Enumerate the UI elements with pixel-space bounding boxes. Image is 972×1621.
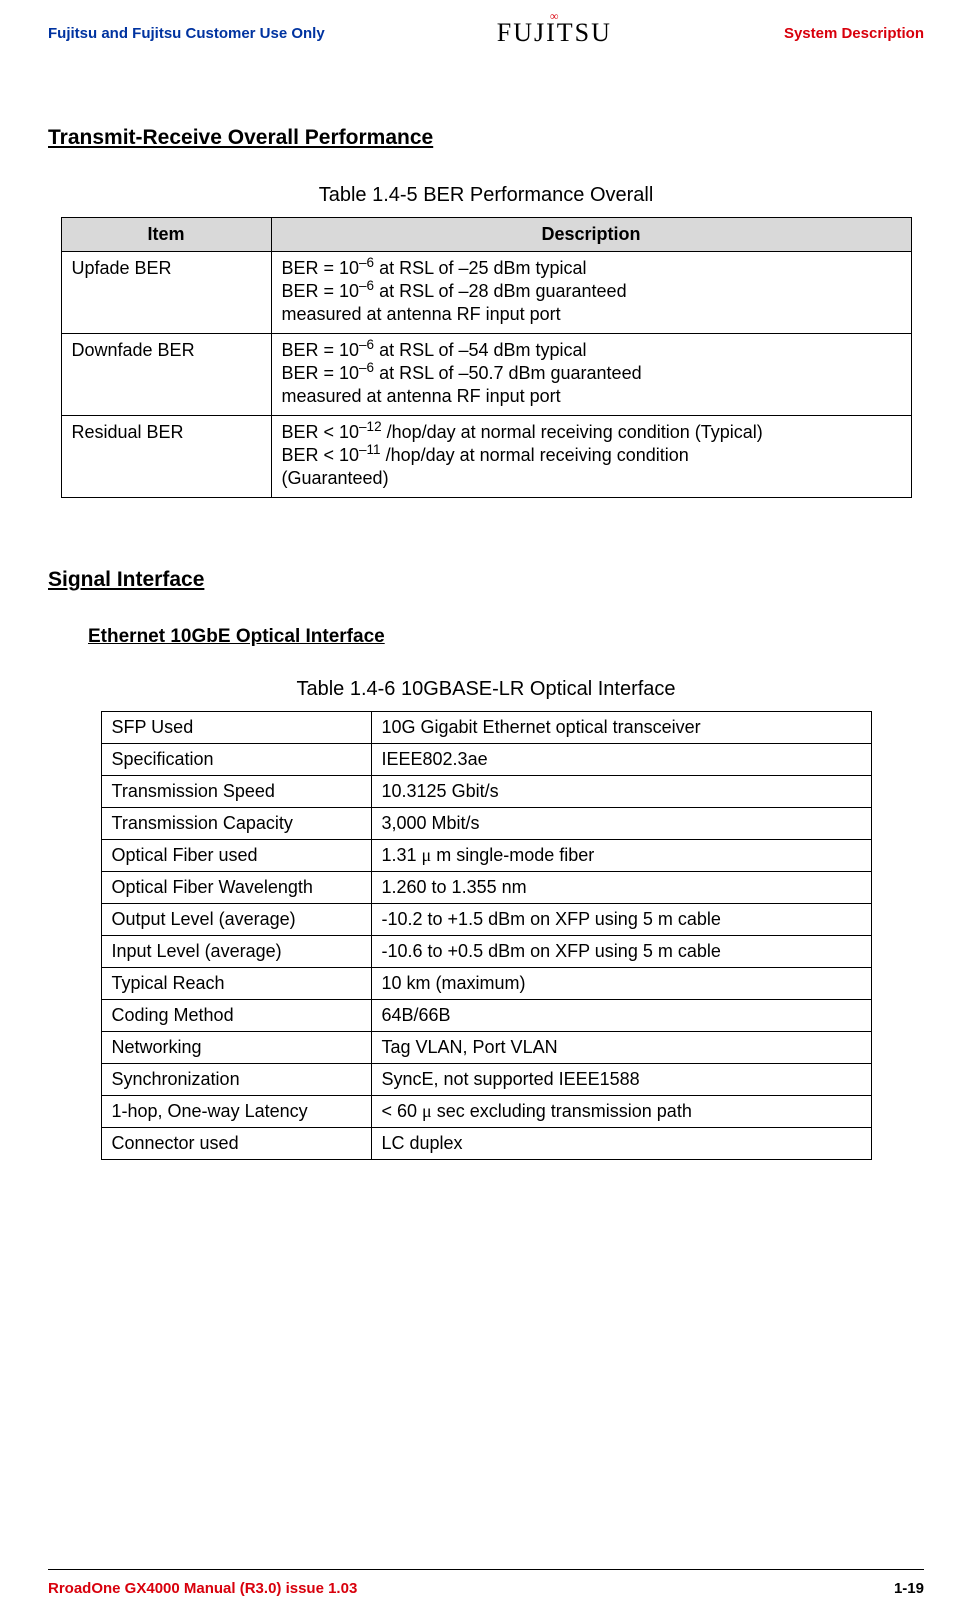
header-section-title: System Description <box>784 25 924 42</box>
cell-key: Transmission Speed <box>101 776 371 808</box>
page-header: Fujitsu and Fujitsu Customer Use Only ∞ … <box>48 18 924 48</box>
text-fragment: at RSL of –25 dBm typical <box>374 258 586 278</box>
page-footer: RroadOne GX4000 Manual (R3.0) issue 1.03… <box>48 1569 924 1597</box>
cell-value: LC duplex <box>371 1128 871 1160</box>
table-row: Input Level (average)-10.6 to +0.5 dBm o… <box>101 936 871 968</box>
cell-value: -10.2 to +1.5 dBm on XFP using 5 m cable <box>371 904 871 936</box>
cell-key: Connector used <box>101 1128 371 1160</box>
table-row: SynchronizationSyncE, not supported IEEE… <box>101 1064 871 1096</box>
cell-item: Downfade BER <box>61 334 271 416</box>
brand-mark-icon: ∞ <box>550 9 559 24</box>
cell-value: 10.3125 Gbit/s <box>371 776 871 808</box>
cell-key: Optical Fiber Wavelength <box>101 872 371 904</box>
text-fragment: BER < 10 <box>282 445 360 465</box>
table-row: NetworkingTag VLAN, Port VLAN <box>101 1032 871 1064</box>
exponent: –11 <box>359 442 381 457</box>
cell-description: BER < 10–12 /hop/day at normal receiving… <box>271 416 911 498</box>
table-row: Optical Fiber used1.31 μ m single-mode f… <box>101 840 871 872</box>
mu-symbol: μ <box>422 1101 432 1121</box>
cell-item: Upfade BER <box>61 252 271 334</box>
text-fragment: 1.31 <box>382 845 422 865</box>
table-row: Transmission Speed10.3125 Gbit/s <box>101 776 871 808</box>
table-row: Optical Fiber Wavelength1.260 to 1.355 n… <box>101 872 871 904</box>
cell-description: BER = 10–6 at RSL of –25 dBm typical BER… <box>271 252 911 334</box>
cell-value: 3,000 Mbit/s <box>371 808 871 840</box>
exponent: –6 <box>359 337 374 352</box>
cell-value: Tag VLAN, Port VLAN <box>371 1032 871 1064</box>
cell-value: SyncE, not supported IEEE1588 <box>371 1064 871 1096</box>
cell-key: Synchronization <box>101 1064 371 1096</box>
th-description: Description <box>271 218 911 252</box>
cell-value: 10 km (maximum) <box>371 968 871 1000</box>
table-row: Output Level (average)-10.2 to +1.5 dBm … <box>101 904 871 936</box>
table-caption-10gbase: Table 1.4-6 10GBASE-LR Optical Interface <box>48 678 924 701</box>
exponent: –6 <box>359 360 374 375</box>
text-fragment: BER = 10 <box>282 363 360 383</box>
text-fragment: measured at antenna RF input port <box>282 304 901 325</box>
footer-page-number: 1-19 <box>894 1580 924 1597</box>
text-fragment: < 60 <box>382 1101 423 1121</box>
cell-key: 1-hop, One-way Latency <box>101 1096 371 1128</box>
cell-value: 1.31 μ m single-mode fiber <box>371 840 871 872</box>
text-fragment: at RSL of –54 dBm typical <box>374 340 586 360</box>
table-row: Residual BER BER < 10–12 /hop/day at nor… <box>61 416 911 498</box>
table-10gbase-lr: SFP Used10G Gigabit Ethernet optical tra… <box>101 711 872 1160</box>
cell-value: 10G Gigabit Ethernet optical transceiver <box>371 712 871 744</box>
header-confidentiality: Fujitsu and Fujitsu Customer Use Only <box>48 25 325 42</box>
text-fragment: sec excluding transmission path <box>432 1101 692 1121</box>
cell-key: Transmission Capacity <box>101 808 371 840</box>
cell-description: BER = 10–6 at RSL of –54 dBm typical BER… <box>271 334 911 416</box>
cell-key: Networking <box>101 1032 371 1064</box>
cell-key: Specification <box>101 744 371 776</box>
cell-value: < 60 μ sec excluding transmission path <box>371 1096 871 1128</box>
text-fragment: (Guaranteed) <box>282 468 901 489</box>
table-caption-ber: Table 1.4-5 BER Performance Overall <box>48 184 924 207</box>
table-row: Downfade BER BER = 10–6 at RSL of –54 dB… <box>61 334 911 416</box>
footer-manual-id: RroadOne GX4000 Manual (R3.0) issue 1.03 <box>48 1580 357 1597</box>
cell-key: SFP Used <box>101 712 371 744</box>
text-fragment: at RSL of –28 dBm guaranteed <box>374 281 627 301</box>
cell-key: Output Level (average) <box>101 904 371 936</box>
cell-value: 1.260 to 1.355 nm <box>371 872 871 904</box>
section-heading-performance: Transmit-Receive Overall Performance <box>48 126 924 150</box>
text-fragment: m single-mode fiber <box>431 845 594 865</box>
exponent: –6 <box>359 278 374 293</box>
exponent: –6 <box>359 255 374 270</box>
cell-value: -10.6 to +0.5 dBm on XFP using 5 m cable <box>371 936 871 968</box>
cell-key: Coding Method <box>101 1000 371 1032</box>
text-fragment: /hop/day at normal receiving condition <box>381 445 689 465</box>
table-ber-performance: Item Description Upfade BER BER = 10–6 a… <box>61 217 912 498</box>
exponent: –12 <box>359 419 382 434</box>
th-item: Item <box>61 218 271 252</box>
text-fragment: measured at antenna RF input port <box>282 386 901 407</box>
text-fragment: BER < 10 <box>282 422 360 442</box>
section-heading-signal-interface: Signal Interface <box>48 568 924 592</box>
table-row: SFP Used10G Gigabit Ethernet optical tra… <box>101 712 871 744</box>
page-content: Transmit-Receive Overall Performance Tab… <box>48 56 924 1569</box>
table-row: SpecificationIEEE802.3ae <box>101 744 871 776</box>
text-fragment: BER = 10 <box>282 258 360 278</box>
cell-value: IEEE802.3ae <box>371 744 871 776</box>
table-row: Transmission Capacity3,000 Mbit/s <box>101 808 871 840</box>
cell-item: Residual BER <box>61 416 271 498</box>
cell-key: Input Level (average) <box>101 936 371 968</box>
table-header-row: Item Description <box>61 218 911 252</box>
cell-key: Typical Reach <box>101 968 371 1000</box>
page: Fujitsu and Fujitsu Customer Use Only ∞ … <box>0 0 972 1621</box>
mu-symbol: μ <box>422 845 432 865</box>
text-fragment: BER = 10 <box>282 281 360 301</box>
cell-key: Optical Fiber used <box>101 840 371 872</box>
brand-logo: ∞ FUJITSU <box>497 18 612 48</box>
table-row: Typical Reach10 km (maximum) <box>101 968 871 1000</box>
table-row: Connector usedLC duplex <box>101 1128 871 1160</box>
cell-value: 64B/66B <box>371 1000 871 1032</box>
table-row: 1-hop, One-way Latency< 60 μ sec excludi… <box>101 1096 871 1128</box>
text-fragment: /hop/day at normal receiving condition (… <box>382 422 763 442</box>
subsection-heading-ethernet: Ethernet 10GbE Optical Interface <box>88 626 924 648</box>
text-fragment: at RSL of –50.7 dBm guaranteed <box>374 363 642 383</box>
text-fragment: BER = 10 <box>282 340 360 360</box>
table-row: Coding Method64B/66B <box>101 1000 871 1032</box>
table-row: Upfade BER BER = 10–6 at RSL of –25 dBm … <box>61 252 911 334</box>
